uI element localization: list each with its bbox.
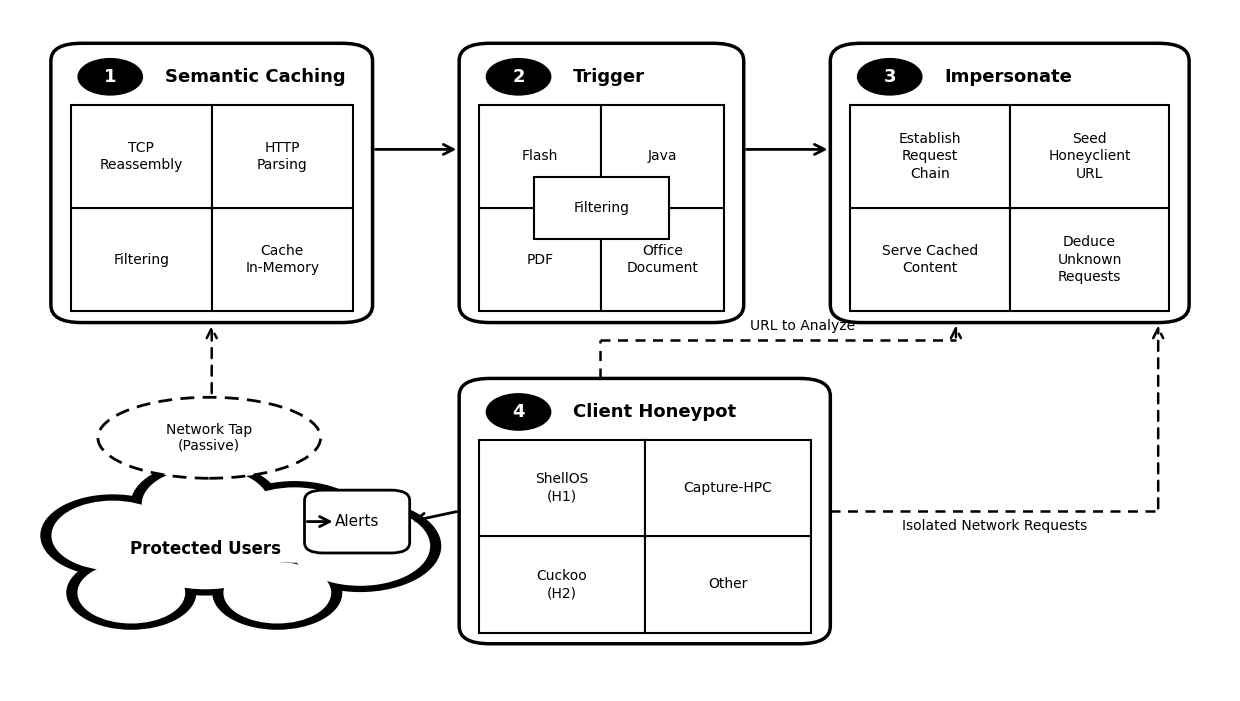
Circle shape	[213, 557, 342, 629]
Text: Cache
In-Memory: Cache In-Memory	[246, 244, 320, 275]
FancyBboxPatch shape	[51, 43, 372, 322]
Text: Flash: Flash	[522, 149, 558, 163]
Text: Cuckoo
(H2): Cuckoo (H2)	[537, 569, 588, 600]
Circle shape	[113, 490, 299, 595]
Circle shape	[41, 495, 185, 576]
Circle shape	[486, 59, 551, 95]
Text: Filtering: Filtering	[573, 201, 630, 215]
Circle shape	[78, 563, 185, 622]
Text: ShellOS
(H1): ShellOS (H1)	[536, 472, 589, 504]
Text: Capture-HPC: Capture-HPC	[683, 481, 773, 495]
Text: Office
Document: Office Document	[626, 244, 698, 275]
Circle shape	[218, 482, 371, 569]
FancyBboxPatch shape	[459, 379, 831, 644]
Circle shape	[67, 557, 196, 629]
Bar	[479, 536, 645, 632]
Bar	[212, 208, 352, 311]
Circle shape	[291, 507, 429, 585]
Circle shape	[224, 563, 331, 622]
Text: 2: 2	[512, 68, 525, 86]
Text: 3: 3	[883, 68, 897, 86]
Bar	[1009, 104, 1169, 208]
Bar	[851, 104, 1009, 208]
Circle shape	[858, 59, 921, 95]
Bar	[601, 208, 724, 311]
Text: Establish
Request
Chain: Establish Request Chain	[899, 132, 961, 181]
Text: Client Honeypot: Client Honeypot	[573, 403, 737, 421]
Text: Semantic Caching: Semantic Caching	[165, 68, 345, 86]
Bar	[645, 536, 811, 632]
Ellipse shape	[98, 397, 321, 478]
Circle shape	[52, 501, 174, 570]
Bar	[645, 440, 811, 536]
Bar	[479, 208, 601, 311]
Circle shape	[486, 394, 551, 430]
Bar	[479, 440, 645, 536]
Text: Network Tap
(Passive): Network Tap (Passive)	[166, 423, 253, 453]
Text: Isolated Network Requests: Isolated Network Requests	[901, 519, 1087, 533]
Circle shape	[124, 496, 288, 589]
FancyBboxPatch shape	[831, 43, 1189, 322]
Text: TCP
Reassembly: TCP Reassembly	[99, 141, 182, 172]
Circle shape	[229, 488, 360, 562]
Bar	[71, 208, 212, 311]
Text: Serve Cached
Content: Serve Cached Content	[882, 244, 978, 275]
Text: Protected Users: Protected Users	[130, 540, 281, 559]
Bar	[534, 177, 668, 239]
Text: URL to Analyze: URL to Analyze	[750, 319, 856, 333]
Text: 1: 1	[104, 68, 117, 86]
Circle shape	[280, 501, 440, 592]
Bar	[212, 104, 352, 208]
Text: Impersonate: Impersonate	[944, 68, 1073, 86]
Text: Alerts: Alerts	[335, 514, 379, 529]
Circle shape	[143, 468, 269, 540]
Text: Trigger: Trigger	[573, 68, 645, 86]
Text: Deduce
Unknown
Requests: Deduce Unknown Requests	[1058, 236, 1122, 284]
Bar	[71, 104, 212, 208]
Text: Other: Other	[708, 578, 748, 592]
FancyBboxPatch shape	[459, 43, 744, 322]
Text: 4: 4	[512, 403, 525, 421]
Bar	[1009, 208, 1169, 311]
Circle shape	[131, 462, 280, 546]
Bar	[851, 208, 1009, 311]
Bar	[601, 104, 724, 208]
Text: Filtering: Filtering	[113, 253, 169, 267]
Text: Java: Java	[649, 149, 677, 163]
FancyBboxPatch shape	[305, 490, 409, 553]
Bar	[479, 104, 601, 208]
Text: Seed
Honeyclient
URL: Seed Honeyclient URL	[1048, 132, 1131, 181]
Circle shape	[78, 59, 143, 95]
Text: HTTP
Parsing: HTTP Parsing	[257, 141, 308, 172]
Text: PDF: PDF	[527, 253, 554, 267]
